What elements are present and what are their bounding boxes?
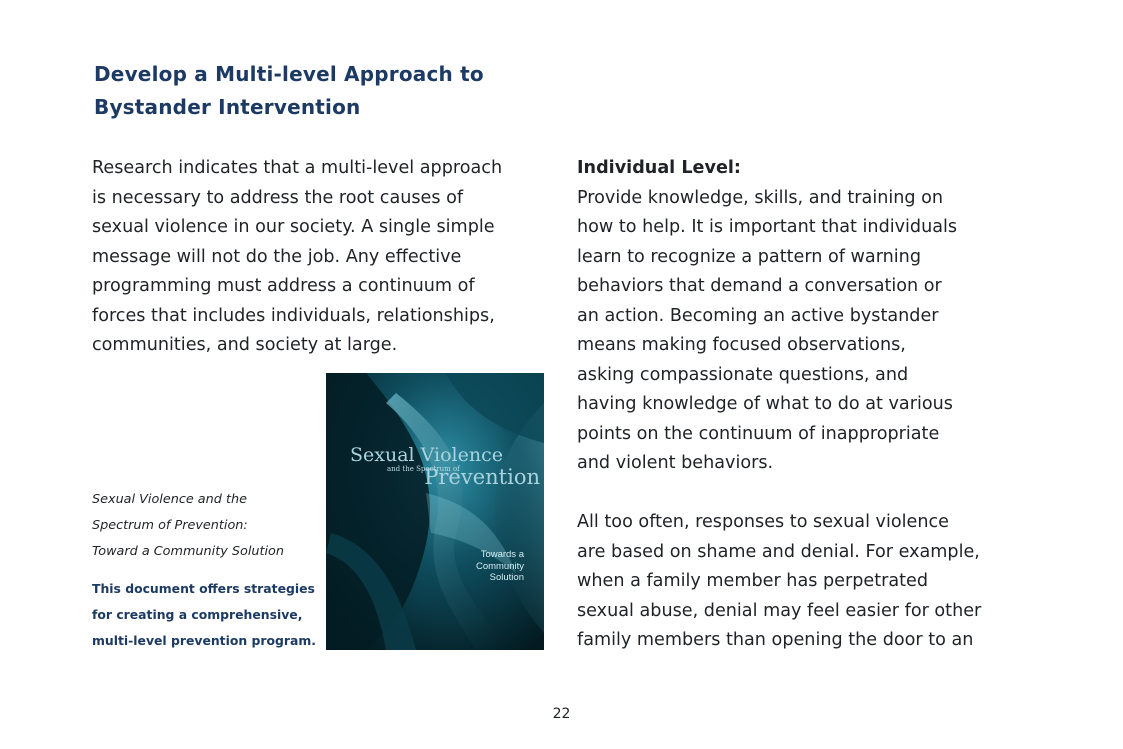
text-line: sexual violence in our society. A single… xyxy=(92,217,495,237)
text-line: and violent behaviors. xyxy=(577,453,774,473)
text-line: how to help. It is important that indivi… xyxy=(577,217,958,237)
text-line: means making focused observations, xyxy=(577,335,906,355)
caption-line: Toward a Community Solution xyxy=(92,544,284,559)
text-line: forces that includes individuals, relati… xyxy=(92,305,495,326)
individual-level-section: Individual Level: Provide knowledge, ski… xyxy=(577,154,981,656)
text-line: All too often, responses to sexual viole… xyxy=(577,512,949,532)
caption-line: multi-level prevention program. xyxy=(92,633,316,648)
cover-title: Sexual Violence and the Spectrum of Prev… xyxy=(350,444,540,489)
text-line: programming must address a continuum of xyxy=(92,276,475,296)
text-line: points on the continuum of inappropriate xyxy=(577,423,940,444)
text-line: is necessary to address the root causes … xyxy=(92,187,464,208)
text-line: an action. Becoming an active bystander xyxy=(577,305,939,326)
heading-line: Bystander Intervention xyxy=(94,95,361,119)
subheading: Individual Level: xyxy=(577,158,741,178)
cover-title-small: and the Spectrum of xyxy=(387,465,460,473)
cover-artwork xyxy=(326,373,544,650)
caption-line: Spectrum of Prevention: xyxy=(92,518,248,533)
intro-paragraph: Research indicates that a multi-level ap… xyxy=(92,154,502,361)
cover-subtitle: Towards a Community Solution xyxy=(476,549,524,584)
text-line: learn to recognize a pattern of warning xyxy=(577,246,921,267)
text-line: having knowledge of what to do at variou… xyxy=(577,394,953,414)
paragraph-gap xyxy=(577,479,981,509)
cover-caption-title: Sexual Violence and the Spectrum of Prev… xyxy=(92,487,284,565)
caption-line: for creating a comprehensive, xyxy=(92,607,303,622)
text-line: communities, and society at large. xyxy=(92,335,398,355)
text-line: Research indicates that a multi-level ap… xyxy=(92,158,503,178)
cover-subtitle-line: Towards a xyxy=(480,549,524,560)
text-line: family members than opening the door to … xyxy=(577,630,974,650)
text-line: are based on shame and denial. For examp… xyxy=(577,541,980,562)
cover-subtitle-line: Community xyxy=(475,560,524,572)
text-line: Provide knowledge, skills, and training … xyxy=(577,187,944,208)
caption-line: Sexual Violence and the xyxy=(92,492,247,507)
page-number: 22 xyxy=(552,706,571,722)
caption-line: This document offers strategies xyxy=(92,581,315,596)
text-line: asking compassionate questions, and xyxy=(577,364,909,385)
cover-subtitle-line: Solution xyxy=(489,572,524,583)
text-line: message will not do the job. Any effecti… xyxy=(92,246,462,267)
text-line: sexual abuse, denial may feel easier for… xyxy=(577,600,982,621)
heading-line: Develop a Multi-level Approach to xyxy=(94,62,484,86)
cover-caption-description: This document offers strategies for crea… xyxy=(92,576,316,654)
text-line: when a family member has perpetrated xyxy=(577,571,929,591)
cover-title-line: Prevention xyxy=(424,465,540,489)
text-line: behaviors that demand a conversation or xyxy=(577,276,942,296)
section-heading: Develop a Multi-level Approach to Bystan… xyxy=(94,58,484,124)
cover-title-line: Sexual Violence xyxy=(350,444,504,466)
book-cover-image: Sexual Violence and the Spectrum of Prev… xyxy=(326,373,544,650)
